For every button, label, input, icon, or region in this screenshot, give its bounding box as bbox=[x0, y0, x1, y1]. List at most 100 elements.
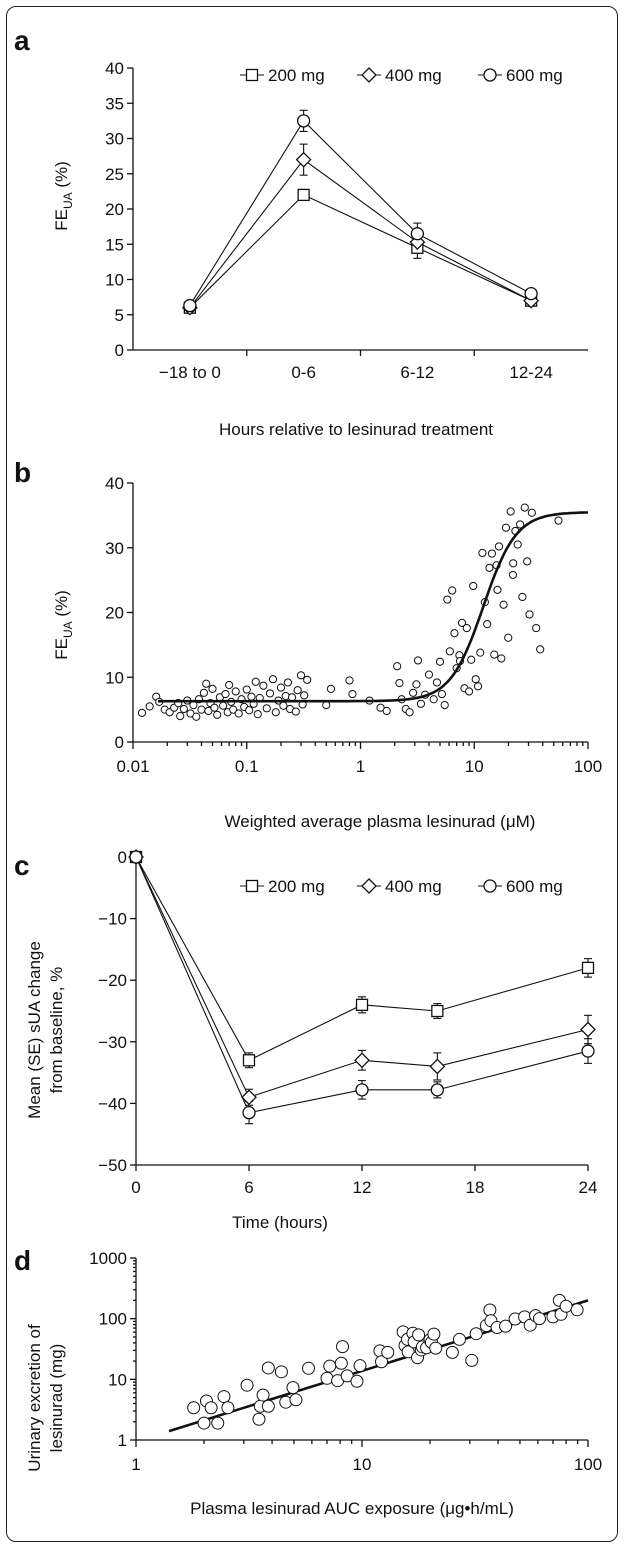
data-point bbox=[274, 1365, 288, 1379]
x-tick-label: 0.01 bbox=[116, 757, 149, 776]
data-point-circle bbox=[430, 1083, 444, 1097]
y-tick-label: 30 bbox=[105, 539, 124, 558]
data-point bbox=[405, 708, 414, 717]
legend-label-diamond: 400 mg bbox=[385, 877, 442, 896]
data-point bbox=[276, 683, 286, 692]
data-point bbox=[395, 678, 404, 688]
data-point bbox=[487, 549, 497, 558]
data-point-circle bbox=[183, 298, 197, 313]
data-point bbox=[508, 570, 518, 580]
y-tick-label: 25 bbox=[105, 165, 124, 184]
data-point bbox=[499, 1319, 513, 1333]
data-point-circle bbox=[129, 850, 143, 864]
panel-b: b 0 10 20 30 40 0.01 0.1 1 10 100 FEUA (%) Weight… bbox=[14, 457, 602, 831]
data-point bbox=[300, 691, 309, 700]
data-point bbox=[179, 704, 188, 714]
data-point bbox=[326, 684, 336, 694]
data-point bbox=[509, 559, 518, 568]
x-tick-label: 1 bbox=[131, 1455, 140, 1474]
data-point bbox=[469, 1327, 483, 1341]
y-tick-label: −20 bbox=[98, 971, 127, 990]
data-point-square bbox=[355, 998, 369, 1011]
data-point bbox=[506, 507, 515, 516]
data-point bbox=[471, 675, 480, 684]
panel-b-xlabel: Weighted average plasma lesinurad (μM) bbox=[225, 812, 536, 831]
panel-d-axes: 1 10 100 1000 1 10 100 bbox=[89, 1249, 602, 1474]
data-point bbox=[532, 623, 541, 633]
data-point bbox=[348, 689, 357, 699]
data-point-circle bbox=[410, 227, 425, 241]
data-point bbox=[416, 699, 426, 708]
data-point bbox=[265, 689, 275, 698]
data-point bbox=[245, 706, 254, 715]
data-point bbox=[283, 678, 292, 687]
y-tick-label: 10 bbox=[105, 271, 124, 290]
data-point bbox=[320, 1371, 334, 1385]
data-point-diamond bbox=[295, 151, 312, 168]
data-point bbox=[210, 703, 219, 712]
data-point bbox=[322, 700, 331, 710]
data-point bbox=[350, 1374, 364, 1388]
y-tick-label: 1000 bbox=[89, 1249, 127, 1268]
panel-c-xlabel: Time (hours) bbox=[232, 1213, 328, 1232]
data-point bbox=[570, 1303, 584, 1317]
data-point bbox=[382, 706, 391, 716]
data-point bbox=[435, 657, 445, 666]
data-point bbox=[199, 688, 208, 697]
data-point bbox=[462, 623, 471, 633]
panel-a-ylabel: FEUA (%) bbox=[52, 161, 75, 231]
data-point bbox=[253, 710, 262, 719]
panel-a-series bbox=[181, 109, 540, 316]
panel-d-axis-frame bbox=[135, 1258, 588, 1441]
data-point bbox=[211, 1416, 225, 1430]
panel-b-letter: b bbox=[14, 457, 31, 488]
y-tick-label: 1 bbox=[118, 1431, 127, 1450]
data-point bbox=[518, 592, 527, 602]
data-point bbox=[234, 709, 243, 718]
legend-label-square: 200 mg bbox=[268, 66, 325, 85]
data-point bbox=[490, 650, 499, 659]
x-tick-label: 1 bbox=[356, 757, 365, 776]
data-point bbox=[353, 1359, 367, 1373]
data-point bbox=[448, 586, 457, 595]
data-point bbox=[145, 702, 154, 711]
data-point bbox=[513, 540, 522, 549]
data-point bbox=[499, 600, 508, 609]
data-point bbox=[527, 508, 536, 517]
data-point bbox=[465, 1353, 479, 1367]
data-point bbox=[452, 1332, 466, 1346]
panel-c-series bbox=[128, 849, 596, 1125]
data-point bbox=[381, 1345, 395, 1359]
series-line-circle bbox=[189, 119, 532, 306]
panel-b-fit-curve bbox=[158, 511, 588, 703]
panel-d-points bbox=[187, 1293, 584, 1430]
panel-c-letter: c bbox=[14, 850, 30, 881]
figure-frame bbox=[6, 6, 618, 1542]
data-point bbox=[279, 701, 288, 710]
data-point bbox=[432, 678, 442, 687]
data-point bbox=[296, 671, 306, 680]
data-point-square bbox=[581, 961, 595, 975]
data-point bbox=[493, 585, 502, 594]
data-point-diamond bbox=[354, 1052, 370, 1069]
y-tick-label: −50 bbox=[98, 1156, 127, 1175]
y-tick-label: −40 bbox=[98, 1094, 127, 1113]
legend-label-circle: 600 mg bbox=[506, 66, 563, 85]
y-tick-label: 20 bbox=[105, 604, 124, 623]
panel-b-ylabel: FEUA (%) bbox=[52, 590, 75, 660]
data-point-square bbox=[431, 1004, 444, 1018]
data-point bbox=[532, 1312, 546, 1326]
x-tick-label: 10 bbox=[353, 1455, 372, 1474]
data-point bbox=[261, 1361, 275, 1375]
data-point bbox=[303, 675, 312, 684]
data-point-square bbox=[242, 1054, 256, 1067]
legend-marker-circle bbox=[483, 879, 497, 893]
panel-a-letter: a bbox=[14, 25, 30, 56]
data-point bbox=[345, 676, 354, 685]
data-point bbox=[176, 712, 185, 721]
x-tick-label: 12-24 bbox=[509, 363, 552, 382]
y-tick-label: 0 bbox=[115, 341, 124, 360]
data-point bbox=[445, 647, 454, 656]
data-point bbox=[187, 1401, 201, 1415]
